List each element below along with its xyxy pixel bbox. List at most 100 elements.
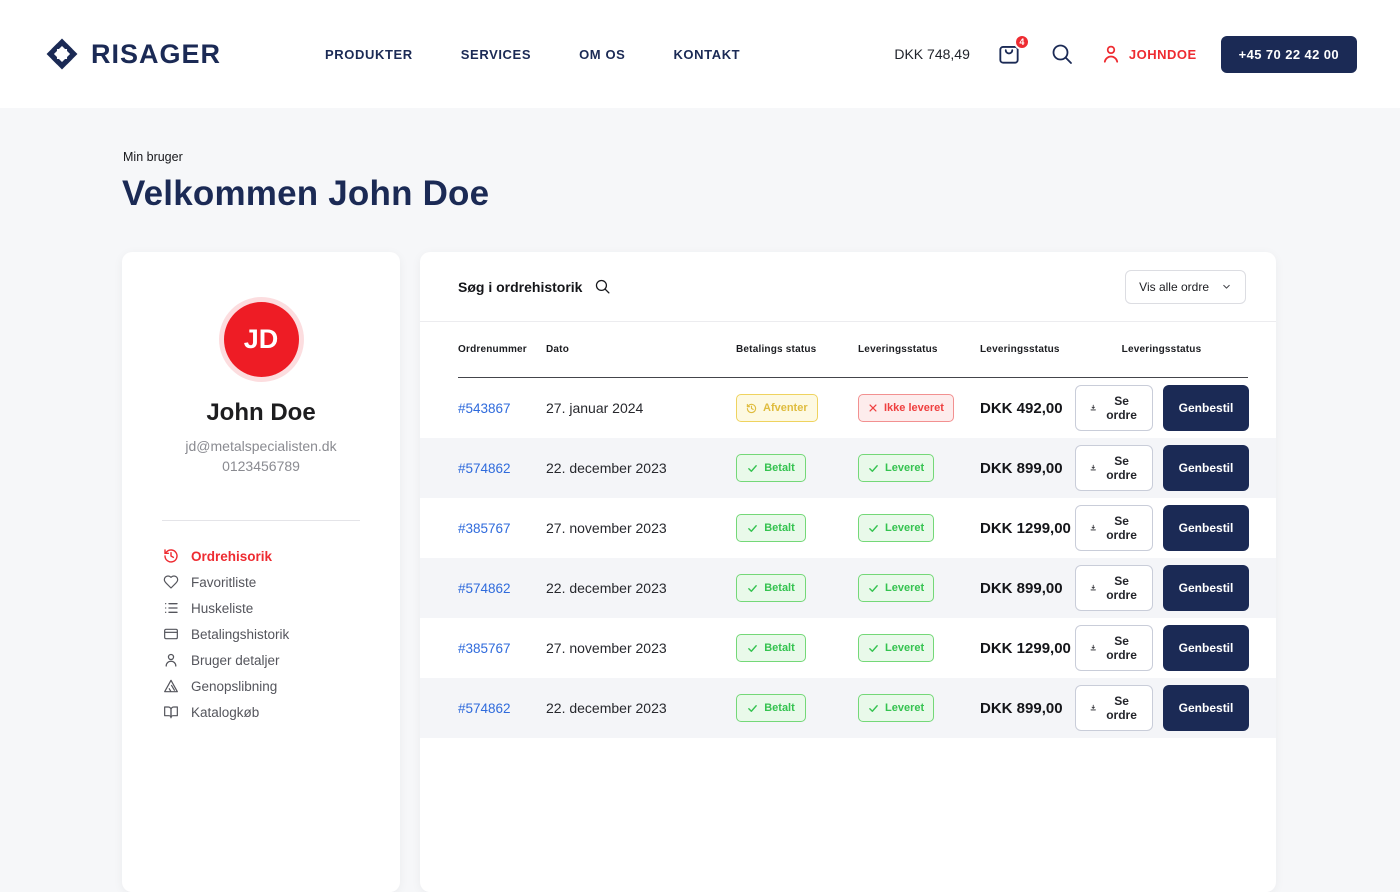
check-icon — [869, 704, 878, 712]
profile-sidebar: JD John Doe jd@metalspecialisten.dk 0123… — [122, 252, 400, 892]
sidebar-item-bruger-detaljer[interactable]: Bruger detaljer — [163, 647, 400, 673]
order-number-link[interactable]: #574862 — [458, 700, 511, 716]
order-total: DKK 492,00 — [980, 399, 1063, 417]
see-order-button[interactable]: Se ordre — [1075, 625, 1153, 671]
see-order-button[interactable]: Se ordre — [1075, 385, 1153, 431]
search-icon — [1050, 42, 1074, 66]
see-order-button[interactable]: Se ordre — [1075, 685, 1153, 731]
download-icon — [1090, 464, 1096, 471]
order-row: #574862 22. december 2023 Betalt Leveret… — [420, 558, 1276, 618]
delivery-status-badge: Leveret — [858, 574, 935, 602]
order-number-link[interactable]: #543867 — [458, 400, 511, 416]
reorder-button[interactable]: Genbestil — [1162, 385, 1250, 431]
download-icon — [1090, 704, 1096, 711]
sidebar-menu: Ordrehisorik Favoritliste Huskeliste — [122, 543, 400, 725]
orders-table-header: Ordrenummer Dato Betalings status Leveri… — [458, 322, 1248, 378]
payment-status-badge: Betalt — [736, 574, 806, 602]
top-navigation-bar: RISAGER PRODUKTER SERVICES OM OS KONTAKT… — [0, 0, 1400, 108]
risager-pinwheel-logo-icon — [43, 35, 81, 73]
see-order-button[interactable]: Se ordre — [1075, 445, 1153, 491]
order-row: #385767 27. november 2023 Betalt Leveret… — [420, 618, 1276, 678]
order-total: DKK 899,00 — [980, 579, 1063, 597]
reorder-button[interactable]: Genbestil — [1162, 505, 1250, 551]
history-icon — [163, 548, 179, 564]
heart-icon — [163, 574, 179, 590]
sidebar-divider — [162, 520, 360, 521]
sidebar-item-huskeliste[interactable]: Huskeliste — [163, 595, 400, 621]
order-number-link[interactable]: #385767 — [458, 520, 511, 536]
sidebar-item-favoritliste[interactable]: Favoritliste — [163, 569, 400, 595]
order-total: DKK 899,00 — [980, 699, 1063, 717]
check-icon — [869, 464, 878, 472]
order-row: #574862 22. december 2023 Betalt Leveret… — [420, 438, 1276, 498]
nav-item-services[interactable]: SERVICES — [460, 46, 532, 62]
catalog-book-icon — [163, 704, 179, 720]
nav-item-kontakt[interactable]: KONTAKT — [673, 46, 741, 62]
account-username: JOHNDOE — [1128, 46, 1197, 62]
download-icon — [1090, 404, 1096, 411]
breadcrumb: Min bruger — [123, 150, 183, 164]
delivery-status-badge: Leveret — [858, 634, 935, 662]
order-filter-dropdown[interactable]: Vis alle ordre — [1125, 269, 1246, 304]
search-button[interactable] — [1048, 40, 1076, 68]
brand-name: RISAGER — [91, 38, 222, 69]
user-icon — [163, 652, 179, 668]
delivery-status-badge: Ikke leveret — [858, 394, 954, 422]
account-menu-button[interactable]: JOHNDOE — [1100, 43, 1197, 65]
col-leveringsstatus-1: Leveringsstatus — [858, 344, 938, 355]
pending-history-icon — [746, 403, 757, 413]
main-nav: PRODUKTER SERVICES OM OS KONTAKT — [325, 47, 740, 62]
reorder-button[interactable]: Genbestil — [1162, 565, 1250, 611]
delivery-status-badge: Leveret — [858, 454, 935, 482]
chevron-down-icon — [1221, 281, 1232, 292]
order-number-link[interactable]: #574862 — [458, 580, 511, 596]
check-icon — [748, 524, 758, 532]
sidebar-item-betalingshistorik[interactable]: Betalingshistorik — [163, 621, 400, 647]
check-icon — [748, 464, 758, 472]
header-actions: DKK 748,49 4 — [894, 34, 1357, 73]
download-icon — [1090, 584, 1096, 591]
download-icon — [1090, 524, 1096, 531]
orders-toolbar: Søg i ordrehistorik Vis alle ordre — [420, 252, 1276, 322]
col-dato: Dato — [546, 344, 570, 355]
order-row: #574862 22. december 2023 Betalt Leveret… — [420, 678, 1276, 738]
see-order-button[interactable]: Se ordre — [1075, 505, 1153, 551]
sidebar-item-genopslibning[interactable]: Genopslibning — [163, 673, 400, 699]
order-number-link[interactable]: #574862 — [458, 460, 511, 476]
cart-button[interactable]: 4 — [994, 34, 1030, 69]
check-icon — [869, 584, 878, 592]
check-icon — [869, 644, 878, 652]
nav-item-om-os[interactable]: OM OS — [579, 46, 626, 62]
order-row: #543867 27. januar 2024 Afventer Ikke le… — [420, 378, 1276, 438]
list-icon — [163, 600, 179, 616]
col-leveringsstatus-2: Leveringsstatus — [980, 344, 1060, 355]
see-order-button[interactable]: Se ordre — [1075, 565, 1153, 611]
sidebar-item-katalogkob[interactable]: Katalogkøb — [163, 699, 400, 725]
check-icon — [869, 524, 878, 532]
order-date: 27. januar 2024 — [546, 400, 644, 416]
reorder-button[interactable]: Genbestil — [1162, 625, 1250, 671]
sidebar-item-ordrehistorik[interactable]: Ordrehisorik — [163, 543, 400, 569]
order-total: DKK 899,00 — [980, 459, 1063, 477]
credit-card-icon — [163, 626, 179, 642]
payment-status-badge: Betalt — [736, 694, 806, 722]
payment-status-badge: Betalt — [736, 514, 806, 542]
brand-logo[interactable]: RISAGER — [43, 35, 221, 73]
reorder-button[interactable]: Genbestil — [1162, 445, 1250, 491]
order-number-link[interactable]: #385767 — [458, 640, 511, 656]
payment-status-badge: Afventer — [736, 394, 818, 422]
payment-status-badge: Betalt — [736, 454, 806, 482]
reorder-button[interactable]: Genbestil — [1162, 685, 1250, 731]
order-total: DKK 1299,00 — [980, 519, 1071, 537]
profile-phone: 0123456789 — [222, 458, 300, 474]
order-search-icon[interactable] — [594, 278, 611, 295]
profile-email: jd@metalspecialisten.dk — [185, 438, 337, 454]
order-date: 22. december 2023 — [546, 580, 667, 596]
col-ordrenummer: Ordrenummer — [458, 344, 527, 355]
sharpening-triangle-icon — [163, 678, 179, 694]
nav-item-produkter[interactable]: PRODUKTER — [325, 46, 413, 62]
order-date: 22. december 2023 — [546, 700, 667, 716]
cart-total-amount: DKK 748,49 — [894, 46, 970, 62]
check-icon — [748, 704, 758, 712]
phone-call-button[interactable]: +45 70 22 42 00 — [1220, 35, 1357, 73]
